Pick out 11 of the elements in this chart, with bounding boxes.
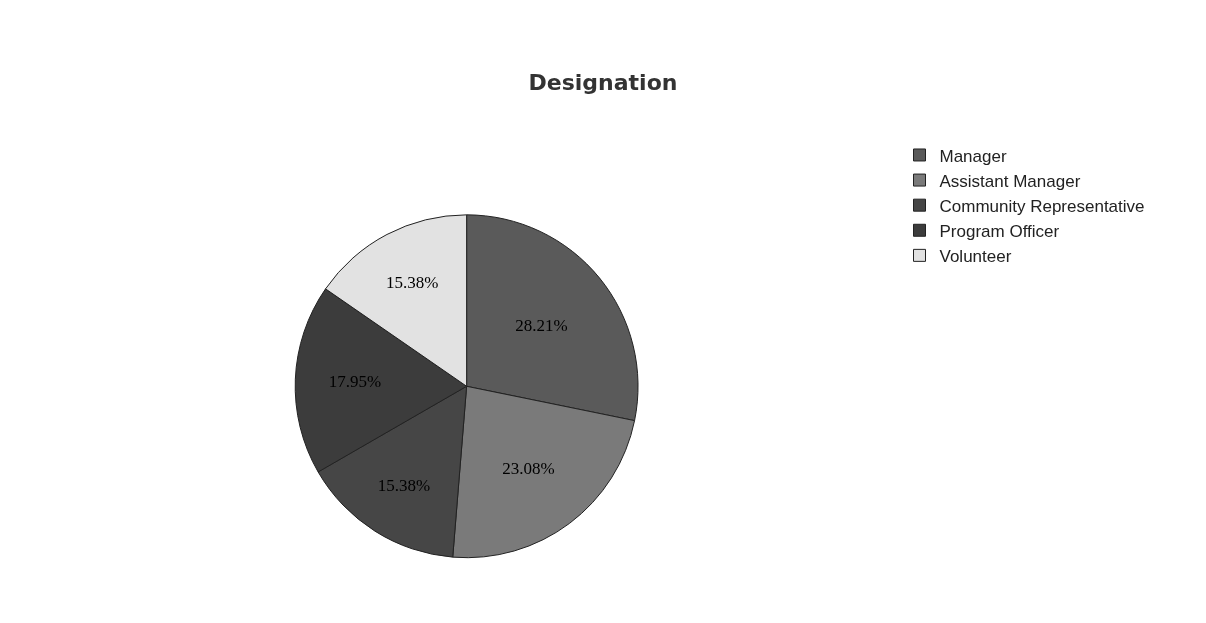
data-label: 17.95% — [328, 372, 382, 392]
legend-label: Assistant Manager — [939, 171, 1081, 191]
legend-label: Community Representative — [939, 196, 1145, 216]
chart-title: Designation — [528, 70, 678, 96]
data-label: 28.21% — [515, 315, 568, 335]
data-label: 15.38% — [386, 273, 439, 293]
legend-label: Program Officer — [939, 221, 1060, 241]
legend-label: Volunteer — [939, 247, 1012, 266]
legend-label: Manager — [939, 146, 1007, 166]
data-label: 15.38% — [377, 475, 431, 495]
data-label: 23.08% — [502, 459, 555, 479]
